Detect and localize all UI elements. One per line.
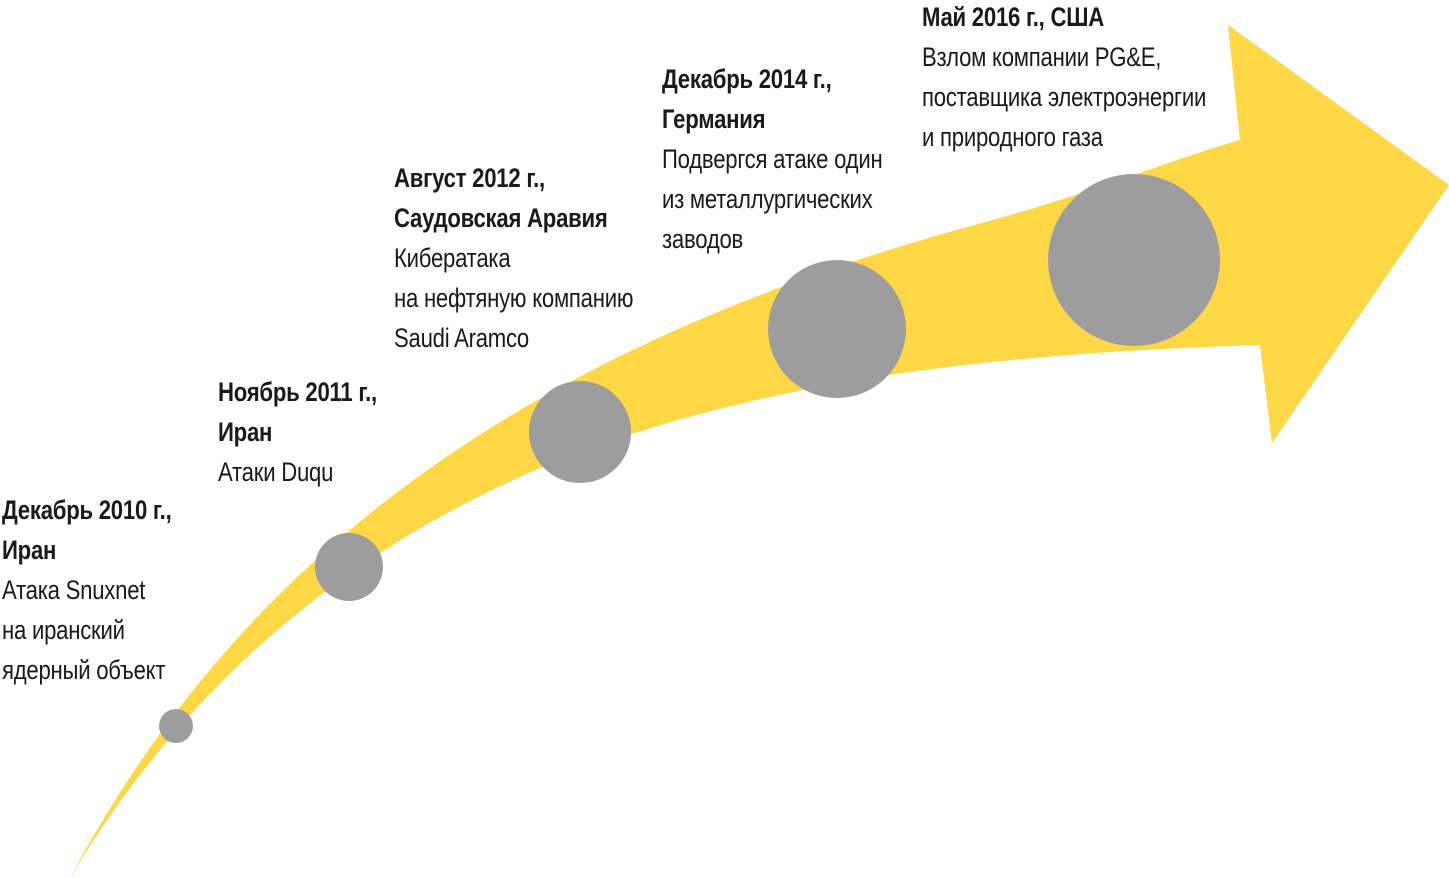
event-marker-2012 xyxy=(529,381,631,483)
event-description-line: на иранский xyxy=(2,615,125,645)
event-description-line: Атаки Duqu xyxy=(218,457,334,487)
event-place: Саудовская Аравия xyxy=(394,203,608,233)
event-description-line: Атака Snuxnet xyxy=(2,575,146,605)
event-description-line: Взлом компании PG&E, xyxy=(922,42,1162,72)
event-date: Август 2012 г., xyxy=(394,163,545,193)
event-place: Иран xyxy=(218,417,273,447)
event-description-line: Кибератака xyxy=(394,243,511,273)
event-marker-2016 xyxy=(1048,174,1220,346)
event-date: Май 2016 г., США xyxy=(922,2,1104,32)
event-date: Ноябрь 2011 г., xyxy=(218,377,377,407)
event-description-line: из металлургических xyxy=(662,184,873,214)
event-label-2016: Май 2016 г., США Взлом компании PG&E, по… xyxy=(922,0,1206,157)
event-date: Декабрь 2010 г., xyxy=(2,495,172,525)
event-marker-2014 xyxy=(768,260,906,398)
event-description-line: на нефтяную компанию xyxy=(394,283,634,313)
event-description-line: поставщика электроэнергии xyxy=(922,82,1207,112)
event-label-2014: Декабрь 2014 г., Германия Подвергся атак… xyxy=(662,59,883,259)
event-label-2010: Декабрь 2010 г., Иран Атака Snuxnet на и… xyxy=(2,490,172,690)
event-description-line: заводов xyxy=(662,224,744,254)
event-date: Декабрь 2014 г., xyxy=(662,64,832,94)
event-place: Германия xyxy=(662,104,766,134)
event-marker-2011 xyxy=(315,533,383,601)
event-description-line: Saudi Aramco xyxy=(394,323,529,353)
event-description-line: ядерный объект xyxy=(2,655,166,685)
event-label-2011: Ноябрь 2011 г., Иран Атаки Duqu xyxy=(218,372,377,492)
event-place: Иран xyxy=(2,535,57,565)
event-marker-2010 xyxy=(159,709,193,743)
event-description-line: и природного газа xyxy=(922,122,1103,152)
event-description-line: Подвергся атаке один xyxy=(662,144,883,174)
event-label-2012: Август 2012 г., Саудовская Аравия Кибера… xyxy=(394,158,633,358)
